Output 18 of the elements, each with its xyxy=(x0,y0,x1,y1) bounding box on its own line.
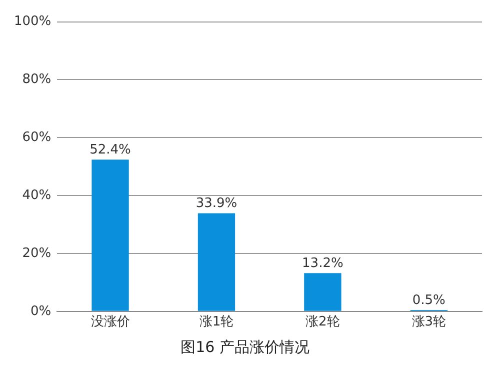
text: 图16 产品涨价情况 xyxy=(180,338,310,356)
bar xyxy=(304,273,342,311)
data-label: 52.4% xyxy=(90,142,131,158)
y-tick-label: 100% xyxy=(14,14,52,30)
bar xyxy=(198,213,236,311)
data-label: 0.5% xyxy=(412,292,446,308)
y-tick-label: 0% xyxy=(30,304,52,319)
y-tick-label: 20% xyxy=(22,246,52,261)
y-tick-label: 60% xyxy=(22,130,52,146)
x-tick-label: 涨3轮 xyxy=(412,314,446,330)
x-tick-label: 没涨价 xyxy=(90,314,130,330)
y-tick-label: 80% xyxy=(22,72,52,88)
data-label: 13.2% xyxy=(302,256,344,272)
x-tick-label: 涨2轮 xyxy=(306,314,340,330)
data-label: 33.9% xyxy=(196,196,238,212)
bar xyxy=(92,160,129,311)
x-tick-label: 涨1轮 xyxy=(199,314,234,330)
y-tick-label: 40% xyxy=(22,188,52,203)
